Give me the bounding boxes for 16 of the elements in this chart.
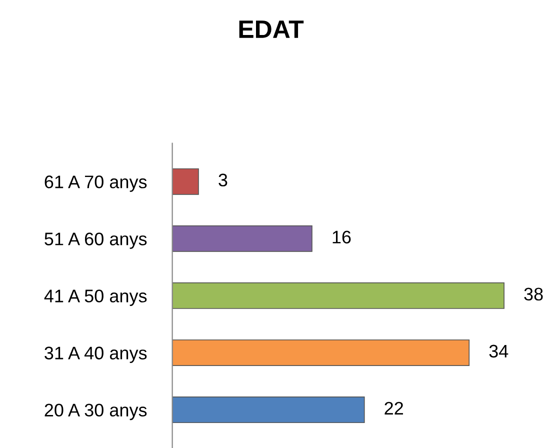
bar (172, 339, 470, 366)
y-tick-label: 20 A 30 anys (44, 404, 147, 420)
bar (172, 282, 504, 309)
data-label: 34 (489, 344, 508, 358)
data-label: 16 (332, 230, 351, 244)
data-label: 38 (524, 288, 543, 301)
data-label: 22 (384, 402, 403, 414)
bar (172, 396, 365, 424)
y-tick-label: 41 A 50 anys (44, 290, 147, 306)
bar (172, 225, 312, 252)
y-tick-label: 31 A 40 anys (44, 346, 147, 364)
y-tick-label: 61 A 70 anys (44, 176, 147, 192)
chart-title: EDAT (239, 20, 304, 38)
bar (172, 168, 199, 195)
y-tick-label: 51 A 60 anys (44, 232, 147, 249)
data-label: 3 (218, 174, 228, 186)
